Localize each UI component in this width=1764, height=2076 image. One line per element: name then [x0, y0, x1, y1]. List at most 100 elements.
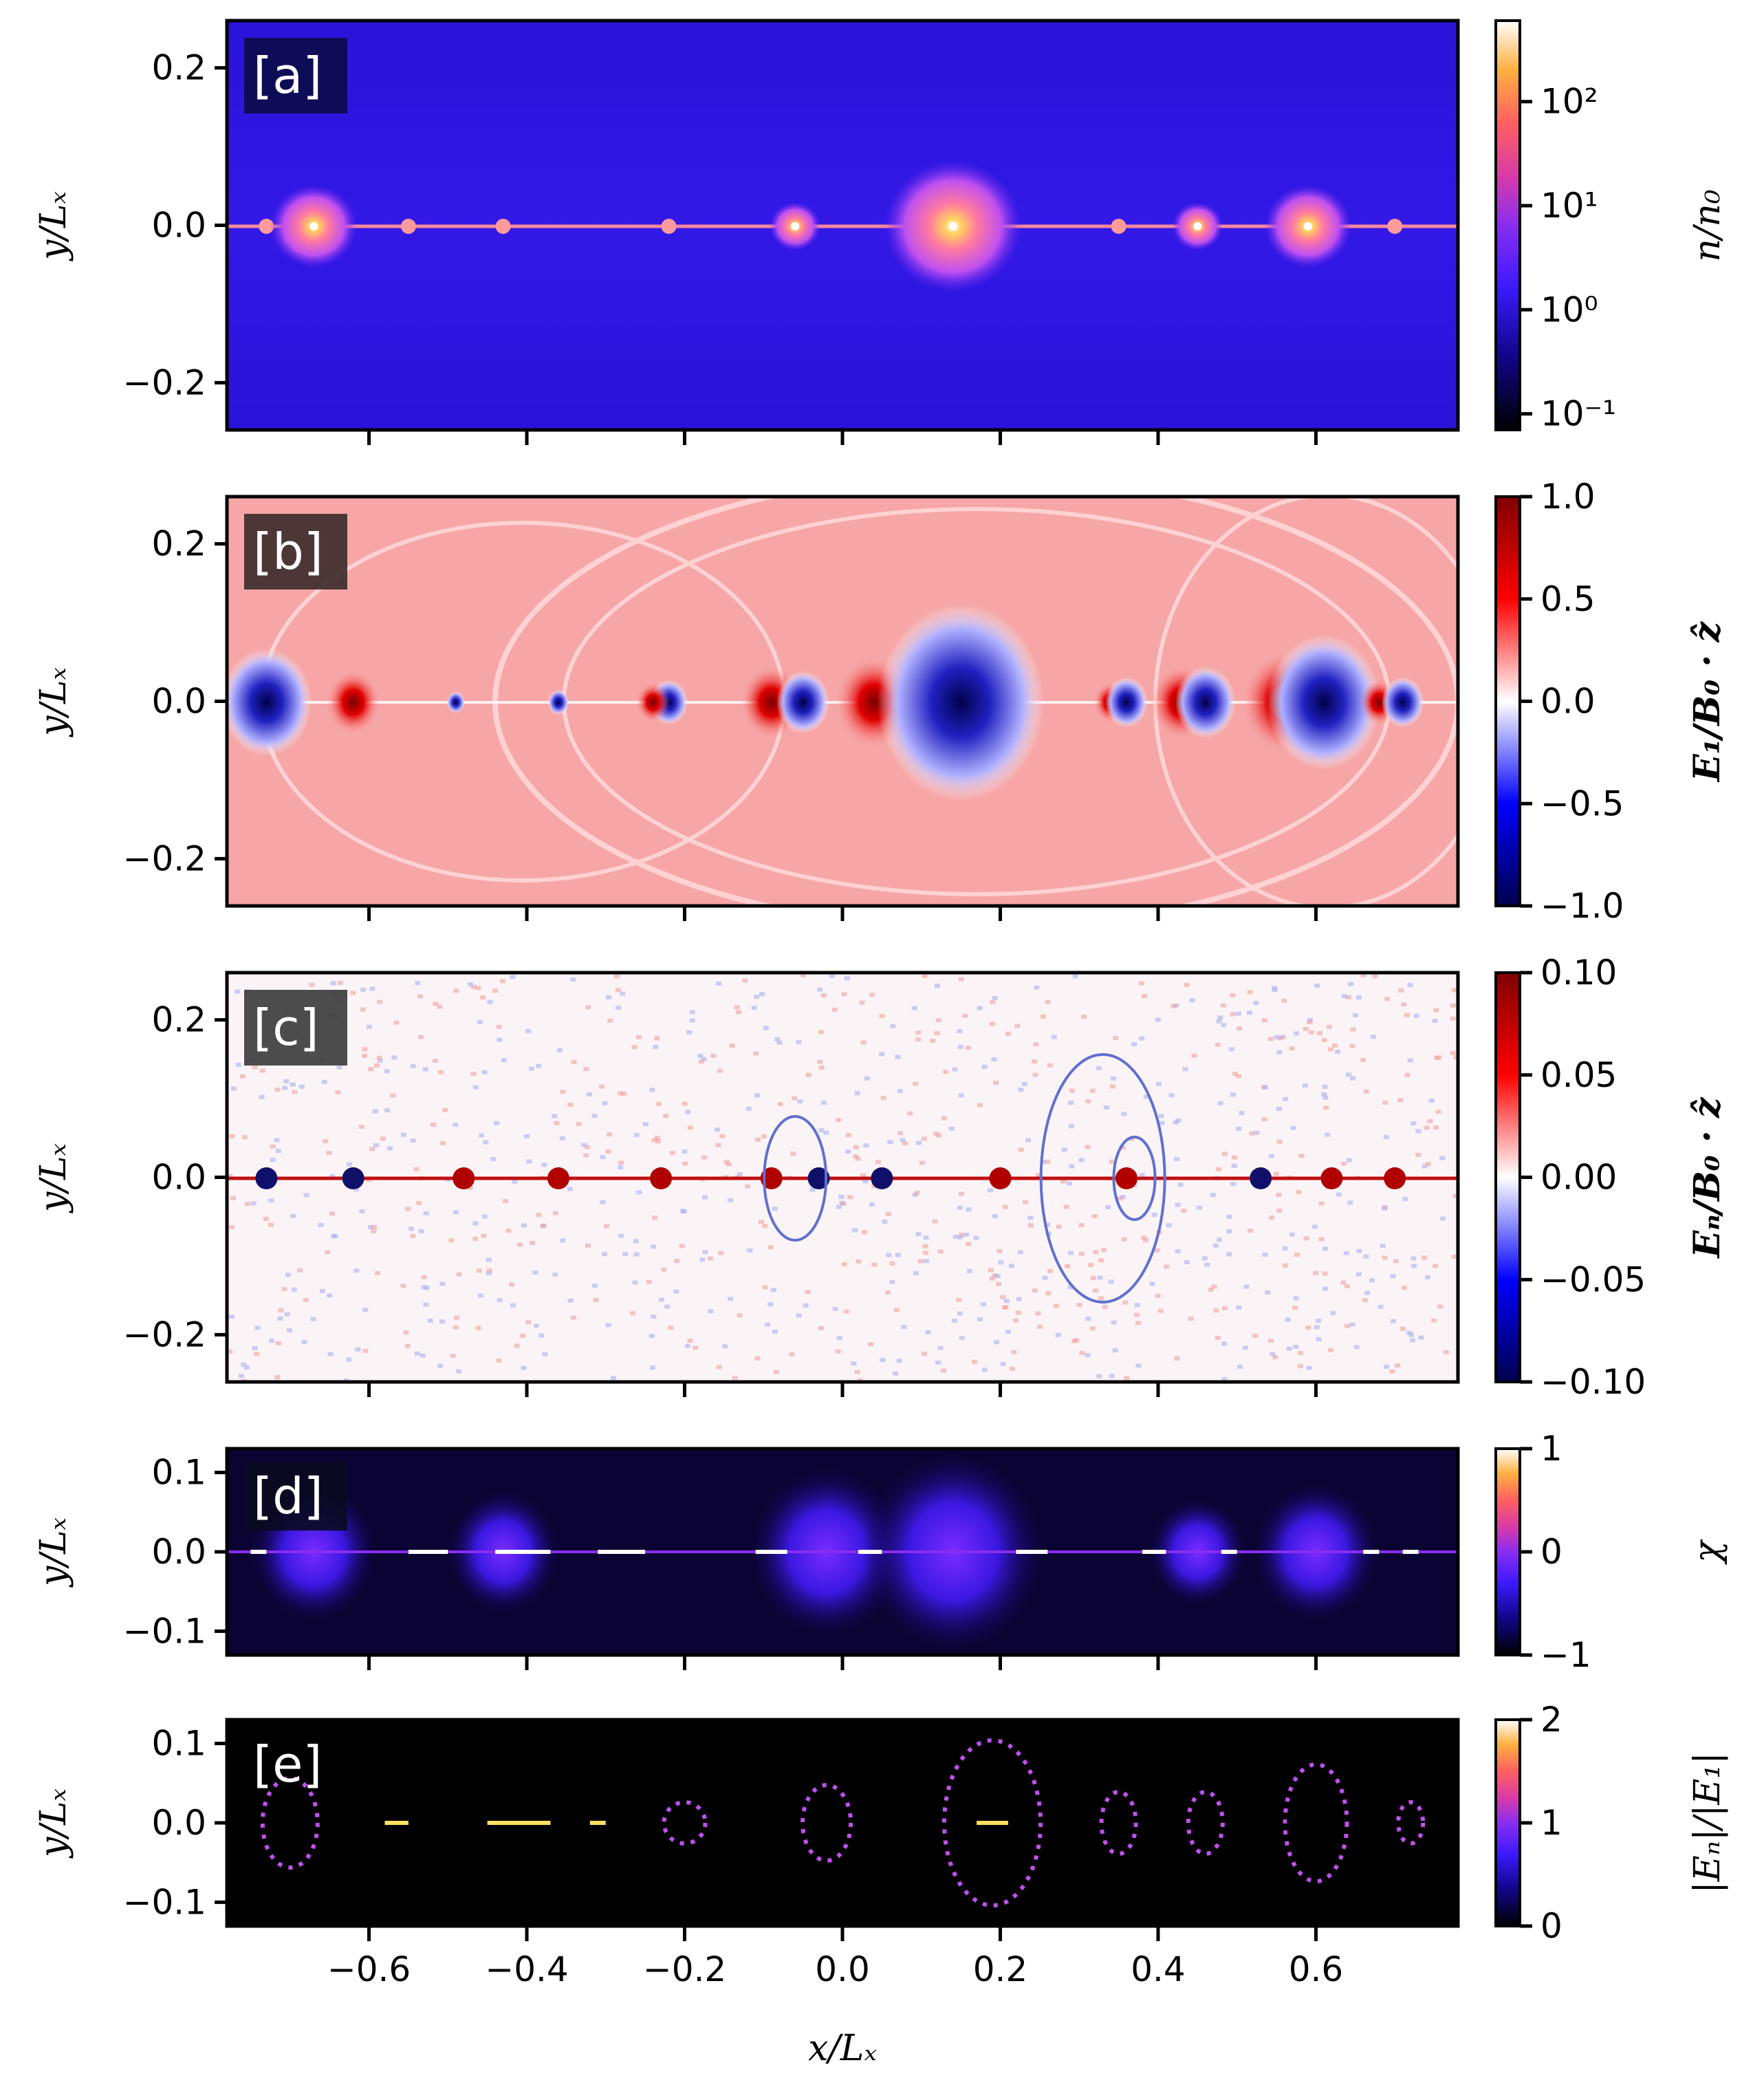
- noise-pixel: [1268, 1339, 1274, 1343]
- noise-pixel: [772, 1207, 778, 1211]
- noise-pixel: [777, 1102, 783, 1107]
- noise-pixel: [1109, 1159, 1115, 1164]
- noise-pixel: [552, 1273, 558, 1277]
- noise-pixel: [737, 1313, 743, 1318]
- noise-pixel: [856, 1259, 862, 1264]
- noise-pixel: [470, 1071, 477, 1076]
- noise-pixel: [1158, 1114, 1164, 1118]
- noise-pixel: [437, 1004, 443, 1009]
- noise-pixel: [1297, 1364, 1303, 1369]
- noise-pixel: [792, 1096, 798, 1101]
- noise-pixel: [486, 1268, 492, 1273]
- noise-pixel: [521, 1223, 527, 1228]
- noise-pixel: [1276, 1050, 1283, 1055]
- noise-pixel: [767, 1245, 774, 1250]
- noise-pixel: [889, 1279, 895, 1284]
- noise-pixel: [1120, 1195, 1126, 1200]
- noise-pixel: [1142, 1238, 1148, 1243]
- noise-pixel: [521, 1365, 527, 1370]
- noise-pixel: [244, 1202, 250, 1207]
- noise-pixel: [1226, 1229, 1232, 1234]
- noise-pixel: [1090, 1275, 1096, 1280]
- plasmoid-core: [1193, 222, 1202, 230]
- ratio-ring: [801, 1783, 853, 1863]
- blue-lobe: [446, 691, 465, 713]
- noise-pixel: [319, 1288, 325, 1293]
- noise-pixel: [1450, 1016, 1456, 1021]
- noise-pixel: [962, 1013, 968, 1018]
- noise-pixel: [486, 1257, 492, 1262]
- noise-pixel: [1027, 1223, 1034, 1228]
- noise-pixel: [362, 1308, 369, 1312]
- noise-pixel: [1293, 1296, 1299, 1301]
- noise-pixel: [1217, 1101, 1223, 1105]
- noise-pixel: [321, 1079, 327, 1084]
- noise-pixel: [1360, 1058, 1366, 1063]
- noise-pixel: [853, 1145, 859, 1149]
- noise-pixel: [736, 1010, 742, 1015]
- noise-pixel: [1121, 1237, 1127, 1242]
- y-tick-label: −0.2: [123, 1315, 206, 1354]
- noise-pixel: [1032, 1072, 1038, 1077]
- noise-pixel: [1032, 1288, 1038, 1293]
- noise-pixel: [404, 1343, 411, 1348]
- noise-pixel: [687, 1339, 693, 1343]
- noise-pixel: [417, 1035, 424, 1039]
- noise-pixel: [754, 1356, 761, 1361]
- noise-pixel: [649, 1334, 655, 1339]
- noise-pixel: [230, 1196, 236, 1200]
- noise-pixel: [309, 982, 315, 987]
- noise-pixel: [1003, 1305, 1009, 1310]
- noise-pixel: [1274, 1035, 1280, 1039]
- noise-pixel: [654, 1036, 660, 1041]
- noise-pixel: [941, 1368, 947, 1373]
- noise-pixel: [933, 1132, 939, 1136]
- noise-pixel: [1166, 1223, 1172, 1228]
- noise-pixel: [361, 1054, 367, 1059]
- noise-pixel: [879, 1014, 885, 1019]
- colorbar-tick-label: 0: [1540, 1906, 1562, 1946]
- noise-pixel: [1226, 1252, 1232, 1257]
- noise-pixel: [1292, 1305, 1298, 1310]
- noise-pixel: [1151, 1213, 1157, 1218]
- noise-pixel: [283, 1079, 290, 1083]
- noise-pixel: [586, 1092, 592, 1096]
- noise-pixel: [1204, 1262, 1210, 1267]
- noise-pixel: [1231, 1163, 1237, 1168]
- noise-pixel: [360, 1007, 366, 1012]
- noise-pixel: [585, 1243, 591, 1248]
- noise-pixel: [284, 1312, 290, 1317]
- noise-pixel: [728, 1198, 734, 1202]
- noise-pixel: [421, 1275, 427, 1279]
- noise-pixel: [472, 1236, 479, 1241]
- blue-blob: [1250, 1167, 1272, 1189]
- noise-pixel: [889, 1261, 895, 1266]
- noise-pixel: [1418, 1335, 1424, 1340]
- ratio-ring: [1283, 1762, 1349, 1883]
- noise-pixel: [1453, 1055, 1458, 1060]
- red-blob: [547, 1167, 569, 1189]
- noise-pixel: [917, 1259, 924, 1264]
- noise-pixel: [937, 1345, 944, 1350]
- noise-pixel: [1261, 1018, 1267, 1023]
- noise-pixel: [1262, 1253, 1268, 1257]
- noise-pixel: [1098, 1258, 1104, 1263]
- colorbar-c-label: Eₙ/B₀ · ẑ: [1686, 1096, 1728, 1259]
- ratio-ring: [1396, 1800, 1426, 1846]
- noise-pixel: [952, 1067, 958, 1072]
- noise-pixel: [980, 1302, 986, 1307]
- noise-pixel: [529, 1241, 535, 1246]
- y-tick-label: −0.1: [123, 1611, 206, 1651]
- noise-pixel: [896, 1359, 902, 1363]
- panel-c-tag: [c]: [253, 999, 319, 1057]
- noise-pixel: [1362, 1298, 1368, 1303]
- noise-pixel: [635, 1035, 642, 1039]
- noise-pixel: [915, 1030, 922, 1035]
- noise-pixel: [1283, 1096, 1289, 1101]
- noise-pixel: [921, 1352, 927, 1356]
- panel-b-features: [227, 604, 1424, 801]
- noise-pixel: [818, 1128, 825, 1133]
- noise-pixel: [633, 1132, 640, 1137]
- noise-pixel: [1293, 1344, 1299, 1349]
- noise-pixel: [762, 1285, 768, 1290]
